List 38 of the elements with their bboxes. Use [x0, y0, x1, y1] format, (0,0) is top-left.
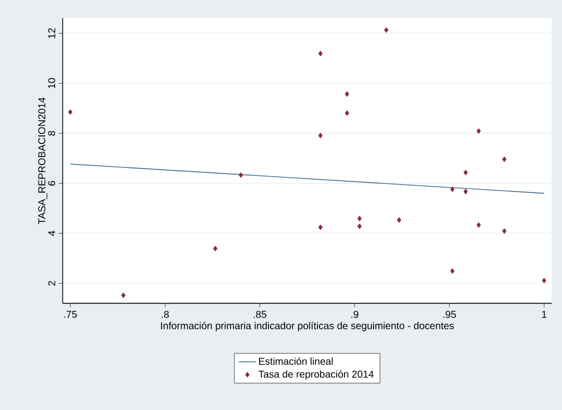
x-tick-label: .85 — [254, 310, 266, 318]
point — [542, 278, 546, 284]
point — [121, 292, 126, 298]
y-axis-title: TASA_REPROBACION2014 — [38, 98, 48, 224]
point — [318, 132, 323, 138]
point — [318, 50, 323, 56]
point — [213, 246, 218, 252]
point — [450, 268, 455, 274]
y-tick-label: 4 — [48, 230, 56, 236]
point — [384, 27, 388, 33]
y-tick-label: 10 — [48, 78, 56, 88]
point — [344, 91, 350, 97]
point — [450, 186, 455, 192]
x-tick-label: .75 — [64, 310, 77, 318]
point — [318, 224, 323, 230]
point — [502, 156, 506, 162]
x-tick-label: .95 — [443, 310, 456, 318]
x-axis-title: Información primaria indicador políticas de seguimiento - docentes — [161, 322, 454, 332]
point — [357, 224, 362, 230]
y-tick-label: 8 — [48, 130, 56, 136]
point — [476, 222, 481, 228]
point — [396, 217, 402, 223]
y-tick-label: 12 — [48, 28, 56, 38]
legend-label: Tasa de reprobación 2014 — [258, 370, 374, 380]
point — [344, 110, 350, 116]
point — [357, 216, 362, 222]
x-tick-label: .8 — [162, 310, 169, 318]
point — [464, 170, 468, 176]
point — [68, 109, 72, 115]
point — [464, 188, 468, 194]
y-tick-label: 2 — [48, 281, 56, 286]
legend-label: Estimación lineal — [259, 357, 333, 365]
point — [238, 172, 244, 178]
point — [476, 128, 481, 134]
x-tick-label: .9 — [351, 310, 358, 318]
y-tick-label: 6 — [48, 180, 56, 186]
x-tick-label: 1 — [542, 310, 546, 318]
point — [502, 228, 506, 234]
